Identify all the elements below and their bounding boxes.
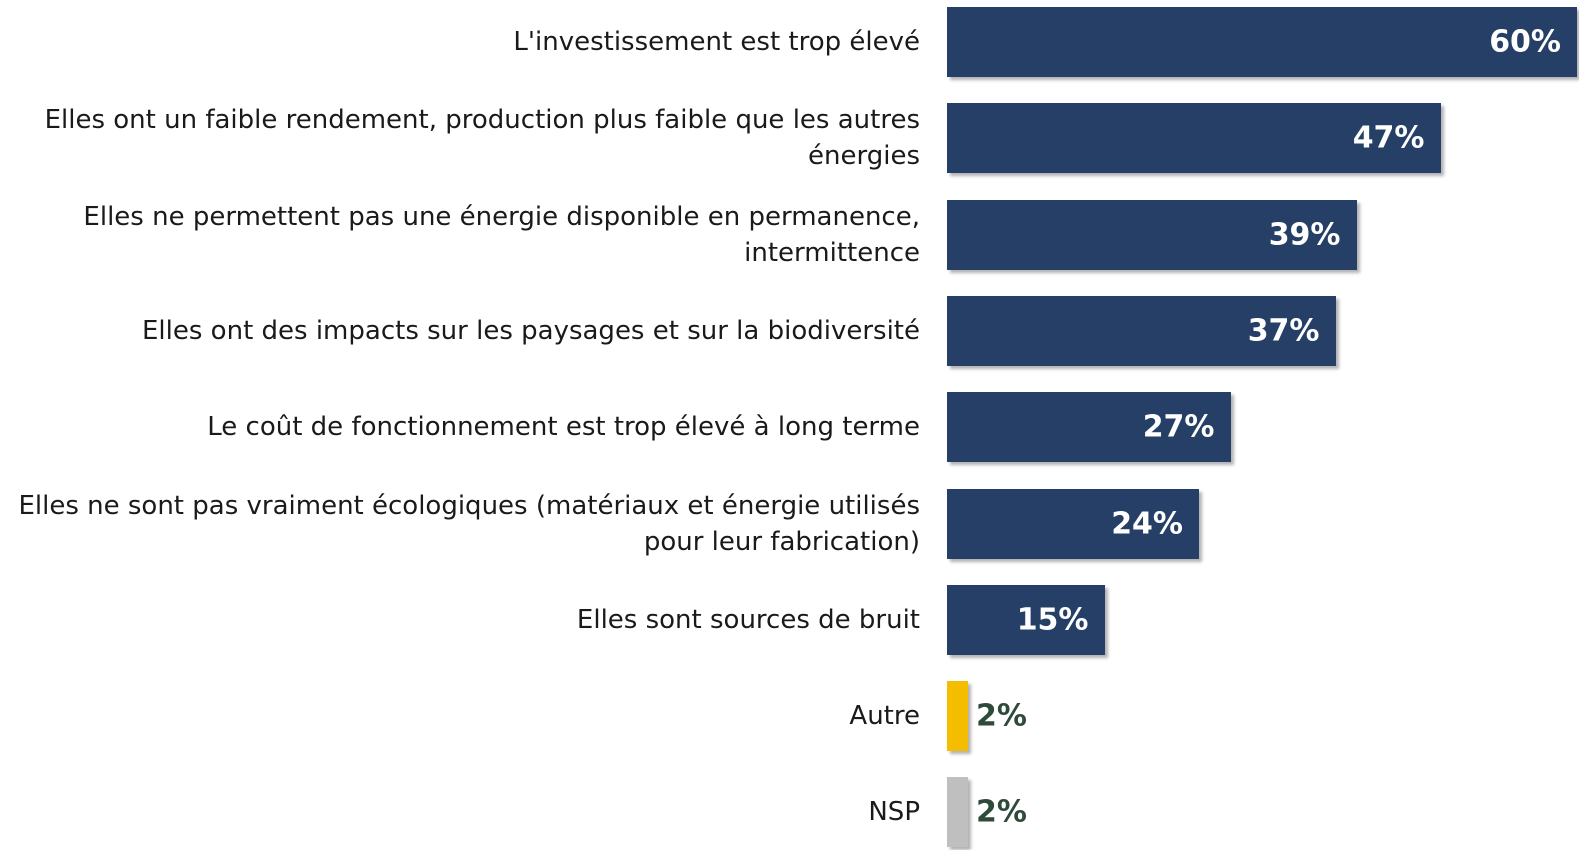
category-label: L'investissement est trop élevé <box>513 27 920 57</box>
bar <box>947 103 1441 174</box>
value-label: 2% <box>976 698 1027 734</box>
bar <box>947 392 1231 463</box>
bar <box>947 7 1577 77</box>
category-label: Elles ont un faible rendement, productio… <box>44 105 920 172</box>
bar <box>947 488 1199 559</box>
value-label: 47% <box>1352 120 1425 156</box>
category-label: NSP <box>868 797 920 828</box>
value-label: 60% <box>1489 24 1561 60</box>
bar <box>947 584 1105 655</box>
category-label: Le coût de fonctionnement est trop élevé… <box>207 412 920 443</box>
category-label: Elles sont sources de bruit <box>576 604 920 635</box>
category-label: Elles ne sont pas vraiment écologiques (… <box>18 490 920 557</box>
bar <box>947 681 968 752</box>
bar <box>947 295 1336 366</box>
bar <box>947 199 1357 270</box>
value-label: 37% <box>1247 313 1320 349</box>
value-label: 15% <box>1016 602 1089 638</box>
value-label: 24% <box>1111 506 1183 541</box>
bar <box>947 777 968 848</box>
category-label: Autre <box>849 701 920 732</box>
category-label: Elles ont des impacts sur les paysages e… <box>142 315 920 346</box>
value-label: 2% <box>976 794 1027 830</box>
category-label: Elles ne permettent pas une énergie disp… <box>83 201 920 268</box>
value-label: 39% <box>1268 217 1341 253</box>
value-label: 27% <box>1142 409 1215 445</box>
